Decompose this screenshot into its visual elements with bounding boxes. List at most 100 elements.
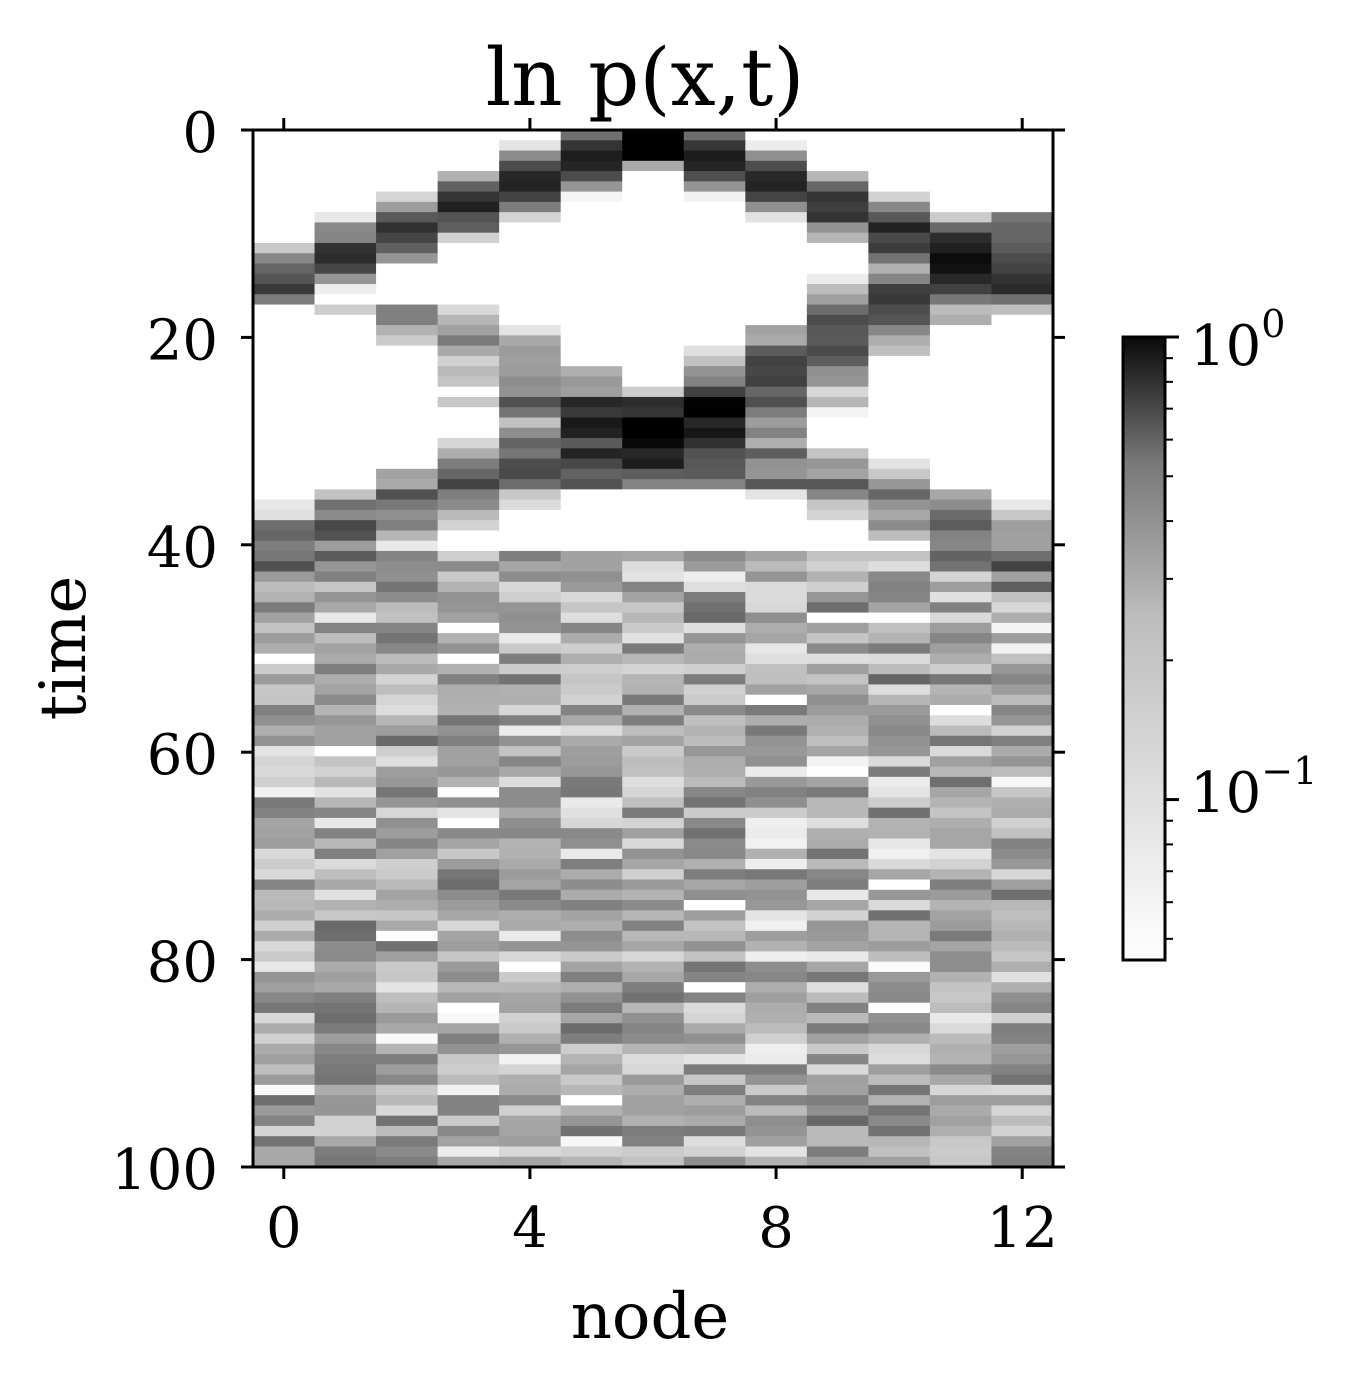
heatmap-cell — [745, 366, 808, 378]
heatmap-cell — [745, 766, 808, 778]
heatmap-cell — [991, 1125, 1054, 1137]
heatmap-cell — [622, 817, 685, 829]
heatmap-cell — [745, 171, 808, 182]
heatmap-cell — [868, 509, 931, 521]
heatmap-cell — [683, 1033, 746, 1045]
heatmap-cell — [253, 304, 316, 316]
heatmap-cell — [683, 776, 746, 788]
heatmap-cell — [560, 817, 623, 829]
heatmap-cell — [253, 222, 316, 234]
heatmap-cell — [745, 725, 808, 737]
heatmap-cell — [376, 674, 439, 686]
heatmap-cell — [376, 704, 439, 716]
heatmap-cell — [868, 1095, 931, 1106]
heatmap-cell — [929, 941, 993, 952]
heatmap-cell — [376, 951, 439, 963]
heatmap-cell — [683, 294, 746, 306]
heatmap-cell — [314, 130, 377, 141]
heatmap-cell — [868, 417, 931, 429]
heatmap-cell — [376, 858, 439, 870]
heatmap-cell — [868, 314, 931, 326]
heatmap-cell — [437, 951, 500, 963]
heatmap-cell — [376, 160, 439, 172]
heatmap-cell — [560, 1012, 623, 1024]
heatmap-cell — [929, 581, 993, 593]
heatmap-cell — [683, 633, 746, 644]
heatmap-cell — [560, 561, 623, 573]
heatmap-cell — [745, 817, 808, 829]
heatmap-cell — [991, 941, 1054, 952]
heatmap-cell — [499, 930, 562, 942]
heatmap-cell — [929, 930, 993, 942]
heatmap-cell — [991, 345, 1054, 357]
heatmap-cell — [622, 140, 685, 152]
y-tick-label: 80 — [147, 931, 218, 996]
heatmap-cell — [683, 335, 746, 347]
heatmap-cell — [622, 458, 685, 470]
heatmap-cell — [991, 612, 1054, 624]
heatmap-cell — [622, 982, 685, 994]
heatmap-cell — [806, 438, 869, 449]
heatmap-cell — [622, 468, 685, 480]
heatmap-cell — [437, 253, 500, 265]
heatmap-cell — [929, 858, 993, 870]
heatmap-cell — [683, 725, 746, 737]
heatmap-cell — [622, 571, 685, 583]
heatmap-cell — [437, 1064, 500, 1076]
heatmap-cell — [929, 982, 993, 994]
heatmap-cell — [437, 920, 500, 932]
heatmap-cell — [560, 232, 623, 244]
heatmap-cell — [622, 396, 685, 408]
heatmap-cell — [376, 468, 439, 480]
heatmap-cell — [437, 304, 500, 316]
heatmap-cell — [376, 540, 439, 552]
heatmap-cell — [683, 366, 746, 378]
heatmap-cell — [991, 1095, 1054, 1106]
heatmap-cell — [929, 684, 993, 696]
heatmap-cell — [376, 212, 439, 224]
heatmap-cell — [991, 766, 1054, 778]
heatmap-cell — [499, 1033, 562, 1045]
heatmap-cell — [314, 807, 377, 819]
heatmap-cell — [499, 1115, 562, 1127]
colorbar-label-bottom: 10−1 — [1190, 749, 1317, 826]
heatmap-cell — [806, 386, 869, 398]
heatmap-cell — [806, 355, 869, 367]
heatmap-cell — [806, 253, 869, 265]
heatmap-cell — [499, 242, 562, 254]
heatmap-cell — [806, 345, 869, 357]
heatmap-cell — [622, 828, 685, 840]
heatmap-cell — [929, 879, 993, 891]
x-tick-label: 4 — [512, 1196, 548, 1261]
heatmap-cell — [499, 910, 562, 922]
heatmap-cell — [622, 1033, 685, 1045]
heatmap-cell — [745, 438, 808, 449]
heatmap-cell — [622, 858, 685, 870]
heatmap-cell — [929, 951, 993, 963]
heatmap-cell — [314, 366, 377, 378]
heatmap-cell — [929, 571, 993, 583]
heatmap-cell — [806, 653, 869, 665]
heatmap-cell — [622, 1012, 685, 1024]
heatmap-cell — [499, 756, 562, 768]
heatmap-cell — [868, 325, 931, 336]
heatmap-cell — [376, 314, 439, 326]
heatmap-cell — [314, 396, 377, 408]
x-axis: 0 4 8 12 — [266, 118, 1058, 1261]
heatmap-cell — [376, 612, 439, 624]
heatmap-cell — [314, 417, 377, 429]
heatmap-cell — [499, 684, 562, 696]
heatmap-cell — [991, 201, 1054, 213]
heatmap-cell — [683, 448, 746, 460]
y-tick-label: 0 — [182, 101, 218, 166]
heatmap-cell — [622, 407, 685, 419]
heatmap-cell — [499, 191, 562, 203]
heatmap-cell — [806, 191, 869, 203]
heatmap-cell — [991, 971, 1054, 983]
heatmap-cell — [868, 1136, 931, 1148]
heatmap-cell — [376, 725, 439, 737]
heatmap-cell — [745, 1033, 808, 1045]
heatmap-cell — [499, 325, 562, 336]
heatmap-cell — [929, 776, 993, 788]
heatmap-cell — [499, 499, 562, 511]
